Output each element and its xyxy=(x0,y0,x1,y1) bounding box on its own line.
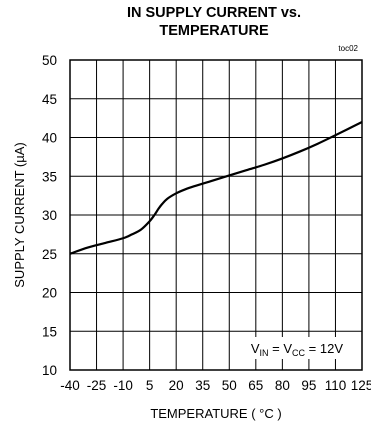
annotation-eq: = xyxy=(269,341,284,356)
x-tick-label: 95 xyxy=(301,378,316,393)
y-tick-label: 20 xyxy=(42,286,57,301)
y-axis-label: SUPPLY CURRENT (µA) xyxy=(12,142,27,287)
y-tick-label: 15 xyxy=(42,324,57,339)
y-tick-label: 40 xyxy=(42,131,57,146)
x-tick-label: 80 xyxy=(275,378,290,393)
grid xyxy=(69,59,363,371)
chart-title-line-1: IN SUPPLY CURRENT vs. xyxy=(127,5,301,21)
x-axis-ticks: -40 -25 -10 5 20 35 50 65 80 95 110 125 xyxy=(60,378,371,393)
y-axis-ticks: 10 15 20 25 30 35 40 45 50 xyxy=(42,53,57,378)
y-tick-label: 10 xyxy=(42,363,57,378)
condition-annotation: VIN = VCC = 12V xyxy=(240,337,350,359)
x-tick-label: -25 xyxy=(87,378,107,393)
series-group xyxy=(69,121,363,255)
y-tick-label: 45 xyxy=(42,92,57,107)
annotation-background xyxy=(240,337,350,359)
x-tick-label: 35 xyxy=(195,378,210,393)
x-tick-label: 50 xyxy=(222,378,237,393)
x-tick-label: 20 xyxy=(169,378,184,393)
annotation-vin: V xyxy=(251,341,260,356)
series-line xyxy=(69,121,363,255)
x-tick-label: -40 xyxy=(60,378,80,393)
chart-title-line-2: TEMPERATURE xyxy=(159,23,269,39)
figure-tag: toc02 xyxy=(338,44,358,53)
x-tick-label: 65 xyxy=(248,378,263,393)
annotation-vcc: V xyxy=(283,341,292,356)
plot-frame xyxy=(69,59,363,371)
y-tick-label: 35 xyxy=(42,169,57,184)
annotation-vcc-sub: CC xyxy=(292,348,305,358)
x-tick-label: 5 xyxy=(146,378,154,393)
y-tick-label: 50 xyxy=(42,53,57,68)
y-tick-label: 25 xyxy=(42,247,57,262)
x-tick-label: -10 xyxy=(113,378,133,393)
annotation-vin-sub: IN xyxy=(260,348,269,358)
x-tick-label: 125 xyxy=(351,378,371,393)
svg-text:VIN = VCC = 12V: VIN = VCC = 12V xyxy=(251,341,343,358)
x-tick-label: 110 xyxy=(325,378,347,393)
x-axis-label: TEMPERATURE ( °C ) xyxy=(150,406,281,421)
y-tick-label: 30 xyxy=(42,208,57,223)
annotation-value: = 12V xyxy=(305,341,343,356)
